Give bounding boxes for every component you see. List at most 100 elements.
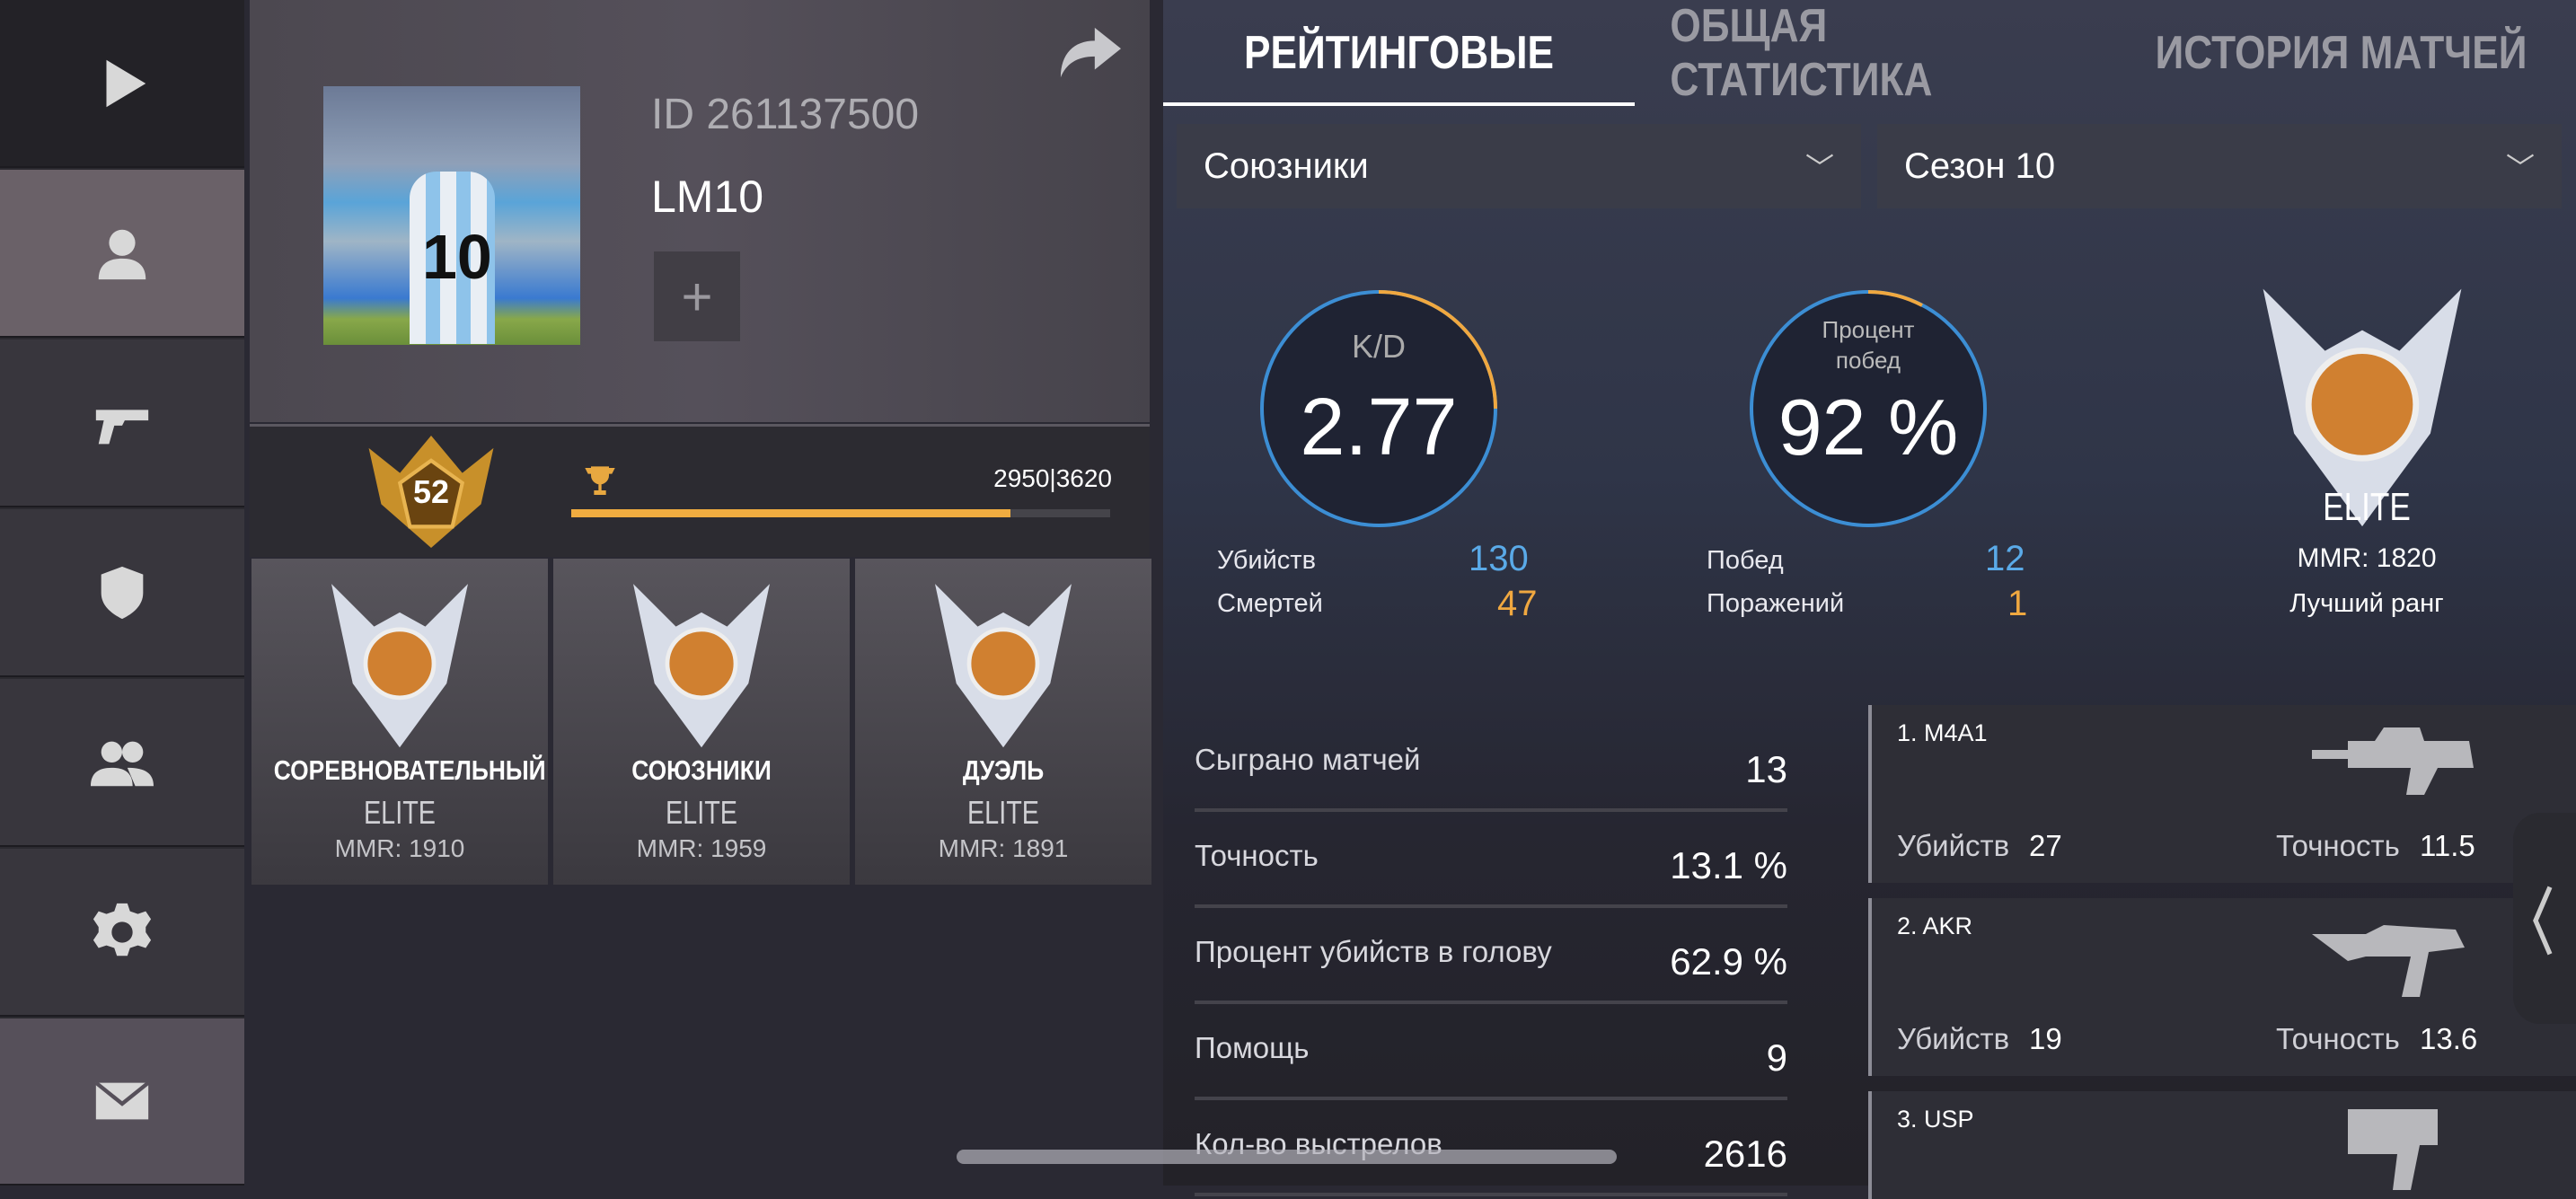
weapon-accuracy-value: 11.5 — [2420, 829, 2475, 862]
home-indicator[interactable] — [957, 1150, 1617, 1164]
wins-value: 12 — [1985, 539, 2025, 578]
stat-row: Сыграно матчей 13 — [1195, 716, 1787, 812]
sidebar — [0, 0, 244, 1186]
profile-header: 10 ID 261137500 LM10 + — [250, 0, 1150, 422]
level-bar: 52 2950|3620 — [250, 424, 1150, 557]
gear-icon — [93, 903, 152, 956]
level-number: 52 — [412, 473, 450, 510]
weapon-kills-label: Убийств — [1897, 829, 2010, 862]
stat-value: 62.9 % — [1670, 940, 1787, 983]
deaths-label: Смертей — [1217, 589, 1323, 618]
xp-text: 2950|3620 — [993, 464, 1112, 492]
player-name: LM10 — [651, 172, 764, 222]
stat-label: Сыграно матчей — [1195, 743, 1421, 776]
rank-name: ELITE — [665, 794, 738, 831]
stat-label: Процент убийств в голову — [1195, 935, 1552, 968]
kd-value: 2.77 — [1300, 383, 1458, 472]
stat-value: 13.1 % — [1670, 844, 1787, 886]
weapon-accuracy-value: 13.6 — [2420, 1022, 2478, 1055]
weapon-name: 2. AKR — [1897, 912, 1973, 939]
rank-mode: СОЮЗНИКИ — [631, 754, 772, 786]
rank-mmr: MMR: 1891 — [938, 834, 1069, 862]
stat-label: Точность — [1195, 839, 1319, 872]
sidebar-item-weapons[interactable] — [0, 339, 244, 507]
player-id: ID 261137500 — [651, 91, 920, 138]
kd-label: K/D — [1351, 328, 1406, 365]
rank-mmr: MMR: 1959 — [636, 834, 767, 862]
weapon-card[interactable]: 3. USP — [1868, 1091, 2576, 1199]
season-dropdown-value: Сезон 10 — [1904, 145, 2056, 186]
sidebar-item-settings[interactable] — [0, 849, 244, 1017]
rank-card[interactable]: ДУЭЛЬ ELITE MMR: 1891 — [855, 559, 1151, 885]
mail-icon — [94, 1080, 150, 1120]
weapon-silhouette-icon — [2348, 1109, 2438, 1190]
pistol-icon — [95, 409, 149, 444]
best-rank-label: Лучший ранг — [2289, 589, 2444, 618]
best-rank-name: ELITE — [2323, 485, 2411, 529]
rank-mmr: MMR: 1910 — [334, 834, 465, 862]
stats-panel: РЕЙТИНГОВЫЕ ОБЩАЯ СТАТИСТИКА ИСТОРИЯ МАТ… — [1163, 0, 2576, 1199]
rank-emblem-icon — [633, 584, 770, 748]
sidebar-item-profile[interactable] — [0, 170, 244, 338]
winrate-label: Процент побед — [1822, 316, 1915, 374]
stat-row: Процент убийств в голову 62.9 % — [1195, 908, 1787, 1004]
kills-value: 130 — [1469, 539, 1529, 578]
rank-card[interactable]: СОРЕВНОВАТЕЛЬНЫЙ ELITE MMR: 1910 — [251, 559, 548, 885]
rank-card[interactable]: СОЮЗНИКИ ELITE MMR: 1959 — [553, 559, 850, 885]
losses-value: 1 — [2007, 584, 2028, 623]
sidebar-item-ranks[interactable] — [0, 509, 244, 677]
rank-emblem-icon — [935, 584, 1072, 748]
season-dropdown[interactable]: Сезон 10 ﹀ — [1877, 124, 2562, 208]
mode-dropdown-value: Союзники — [1204, 145, 1369, 186]
stat-row: Кол-во выстрелов 2616 — [1195, 1100, 1787, 1196]
rank-mode: СОРЕВНОВАТЕЛЬНЫЙ — [273, 754, 546, 786]
profile-icon — [98, 229, 146, 279]
weapon-silhouette-icon — [2312, 925, 2465, 997]
deaths-value: 47 — [1497, 584, 1538, 623]
winrate-ring-arc — [1867, 290, 1923, 307]
tab-ranked[interactable]: РЕЙТИНГОВЫЕ — [1244, 27, 1554, 79]
side-drawer-handle[interactable] — [2513, 813, 2576, 1024]
stat-value: 2616 — [1703, 1133, 1787, 1175]
kd-ring-arc — [1378, 290, 1497, 410]
weapon-kills-value: 27 — [2029, 829, 2062, 862]
weapon-kills-label: Убийств — [1897, 1022, 2010, 1055]
add-button[interactable]: + — [654, 251, 740, 341]
xp-progress-fill — [571, 509, 1010, 517]
rank-emblem-icon — [331, 584, 468, 748]
weapon-name: 1. M4A1 — [1897, 719, 1988, 746]
play-icon — [106, 59, 146, 107]
weapon-card[interactable]: 2. AKR Убийств 19 Точность 13.6 — [1868, 898, 2576, 1076]
best-rank-emblem-icon — [2263, 288, 2462, 527]
weapon-card[interactable]: 1. M4A1 Убийств 27 Точность 11.5 — [1868, 705, 2576, 883]
trophy-icon — [585, 466, 615, 495]
shield-icon — [101, 566, 144, 619]
avatar-jersey-number: 10 — [422, 222, 492, 292]
rank-name: ELITE — [966, 794, 1040, 831]
sidebar-item-friends[interactable] — [0, 679, 244, 847]
share-icon[interactable] — [1058, 27, 1121, 81]
tab-match-history[interactable]: ИСТОРИЯ МАТЧЕЙ — [2155, 27, 2527, 79]
kills-label: Убийств — [1217, 546, 1316, 575]
weapon-accuracy-label: Точность — [2276, 829, 2400, 862]
stat-value: 13 — [1745, 748, 1787, 790]
weapon-accuracy-label: Точность — [2276, 1022, 2400, 1055]
wins-label: Побед — [1707, 546, 1784, 575]
sidebar-item-play[interactable] — [0, 0, 244, 168]
weapon-name: 3. USP — [1897, 1106, 1974, 1133]
chevron-down-icon: ﹀ — [2505, 152, 2535, 184]
weapon-kills-value: 19 — [2029, 1022, 2062, 1055]
avatar[interactable]: 10 — [323, 86, 580, 345]
mode-dropdown[interactable]: Союзники ﹀ — [1177, 124, 1861, 208]
stat-row: Точность 13.1 % — [1195, 812, 1787, 908]
tab-general-stats[interactable]: ОБЩАЯ СТАТИСТИКА — [1670, 0, 1933, 106]
winrate-value: 92 % — [1778, 383, 1959, 472]
xp-progress-track — [571, 509, 1110, 517]
best-rank-mmr: MMR: 1820 — [2297, 543, 2437, 573]
sidebar-item-mail[interactable] — [0, 1018, 244, 1186]
chevron-down-icon: ﹀ — [1804, 152, 1834, 184]
friends-icon — [91, 741, 154, 786]
kd-ring — [1260, 290, 1497, 527]
stat-row: Помощь 9 — [1195, 1004, 1787, 1100]
winrate-ring — [1750, 290, 1987, 527]
